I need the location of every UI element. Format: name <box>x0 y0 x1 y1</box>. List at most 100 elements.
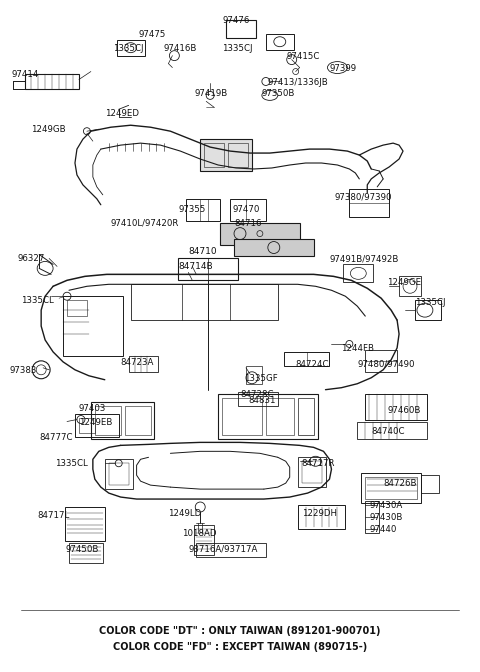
Text: 84724C: 84724C <box>296 360 329 369</box>
Text: 84777C: 84777C <box>39 433 72 442</box>
Text: 84716: 84716 <box>234 218 262 228</box>
Bar <box>65 507 105 541</box>
Text: 97410L/97420R: 97410L/97420R <box>111 218 179 228</box>
Bar <box>196 543 266 556</box>
Bar <box>186 199 220 220</box>
Text: 97430B: 97430B <box>369 513 403 522</box>
Text: 1335CL: 1335CL <box>21 296 54 305</box>
Bar <box>298 505 346 529</box>
Text: 97460B: 97460B <box>387 406 420 415</box>
Text: 1249GB: 1249GB <box>31 125 66 134</box>
Bar <box>415 300 441 320</box>
Text: 97416B: 97416B <box>164 44 197 52</box>
Bar <box>25 73 79 89</box>
Bar <box>284 352 329 366</box>
Text: 97399: 97399 <box>329 64 357 73</box>
Text: COLOR CODE "DT" : ONLY TAIWAN (891201-900701): COLOR CODE "DT" : ONLY TAIWAN (891201-90… <box>99 626 381 636</box>
Bar <box>95 406 120 435</box>
Text: 84723A: 84723A <box>120 358 154 367</box>
Bar <box>349 189 389 216</box>
Bar <box>179 259 238 280</box>
Bar <box>228 143 248 167</box>
Text: COLOR CODE "FD" : EXCEPT TAIWAN (890715-): COLOR CODE "FD" : EXCEPT TAIWAN (890715-… <box>113 642 367 653</box>
Text: 97480/97490: 97480/97490 <box>357 360 415 369</box>
Text: 1249ED: 1249ED <box>105 110 139 118</box>
Bar <box>117 40 144 56</box>
Text: 97430A: 97430A <box>369 501 403 510</box>
Bar <box>222 398 262 435</box>
Text: 97413/1336JB: 97413/1336JB <box>268 77 329 87</box>
Bar <box>361 473 421 503</box>
Bar <box>79 417 95 433</box>
Bar <box>365 350 397 372</box>
Bar <box>125 406 151 435</box>
Bar <box>63 296 123 356</box>
Text: 97380/97390: 97380/97390 <box>335 193 392 202</box>
Bar <box>234 239 313 257</box>
Bar <box>194 525 214 554</box>
Text: 97350B: 97350B <box>262 89 295 98</box>
Bar <box>218 394 318 439</box>
Bar <box>246 366 262 384</box>
Text: 84728C: 84728C <box>240 390 274 398</box>
Text: 97491B/97492B: 97491B/97492B <box>329 255 399 263</box>
Bar <box>220 222 300 245</box>
Bar <box>266 34 294 50</box>
Bar <box>365 501 379 533</box>
Text: 84831: 84831 <box>248 396 276 405</box>
Bar <box>67 300 87 316</box>
Text: 1335CJ: 1335CJ <box>222 44 252 52</box>
Text: 1229DH: 1229DH <box>301 509 336 518</box>
Bar <box>69 543 103 562</box>
Text: 97414: 97414 <box>12 69 39 79</box>
Text: 93716A/93717A: 93716A/93717A <box>188 545 258 554</box>
Text: 1335CJ: 1335CJ <box>415 298 445 307</box>
Bar <box>200 139 252 171</box>
Bar <box>298 457 325 487</box>
Text: 97450B: 97450B <box>65 545 98 554</box>
Bar <box>365 477 417 499</box>
Bar <box>298 398 313 435</box>
Bar <box>204 143 224 167</box>
Text: 97355: 97355 <box>179 205 206 214</box>
Bar <box>91 402 155 439</box>
Text: 97470: 97470 <box>232 205 259 214</box>
Text: 97403: 97403 <box>79 404 106 413</box>
Text: 97440: 97440 <box>369 525 396 534</box>
Bar <box>129 356 158 372</box>
Text: 1249EB: 1249EB <box>79 417 112 427</box>
Bar <box>238 392 278 406</box>
Text: 1335CL: 1335CL <box>55 459 88 468</box>
Text: 97383: 97383 <box>9 366 36 375</box>
Text: 97476: 97476 <box>222 16 250 25</box>
Text: 1335CJ: 1335CJ <box>113 44 143 52</box>
Text: 97415C: 97415C <box>287 52 320 60</box>
Bar <box>301 461 322 483</box>
Bar <box>105 459 132 489</box>
Text: 1249LD: 1249LD <box>168 509 202 518</box>
Bar <box>226 20 256 38</box>
Text: 84710: 84710 <box>188 247 217 255</box>
Bar <box>230 199 266 220</box>
Bar <box>343 264 373 282</box>
Text: 84740C: 84740C <box>371 427 405 437</box>
Bar <box>357 421 427 439</box>
Bar <box>266 398 294 435</box>
Text: 84717R: 84717R <box>301 459 335 468</box>
Bar <box>75 413 119 437</box>
Text: 97475: 97475 <box>139 30 166 39</box>
Text: 84726B: 84726B <box>383 479 417 488</box>
Text: 1244FB: 1244FB <box>341 344 374 353</box>
Bar <box>109 463 129 485</box>
Bar <box>131 284 278 320</box>
Text: 96327: 96327 <box>17 255 45 263</box>
Text: 84714B: 84714B <box>179 263 213 271</box>
Text: 1249GE: 1249GE <box>387 278 421 288</box>
Text: 1335GF: 1335GF <box>244 374 278 383</box>
Bar <box>421 475 439 493</box>
Text: 1018AD: 1018AD <box>182 529 217 538</box>
Text: 97419B: 97419B <box>194 89 228 98</box>
Text: 84717L: 84717L <box>37 511 70 520</box>
Bar <box>399 276 421 296</box>
Bar <box>365 394 427 419</box>
